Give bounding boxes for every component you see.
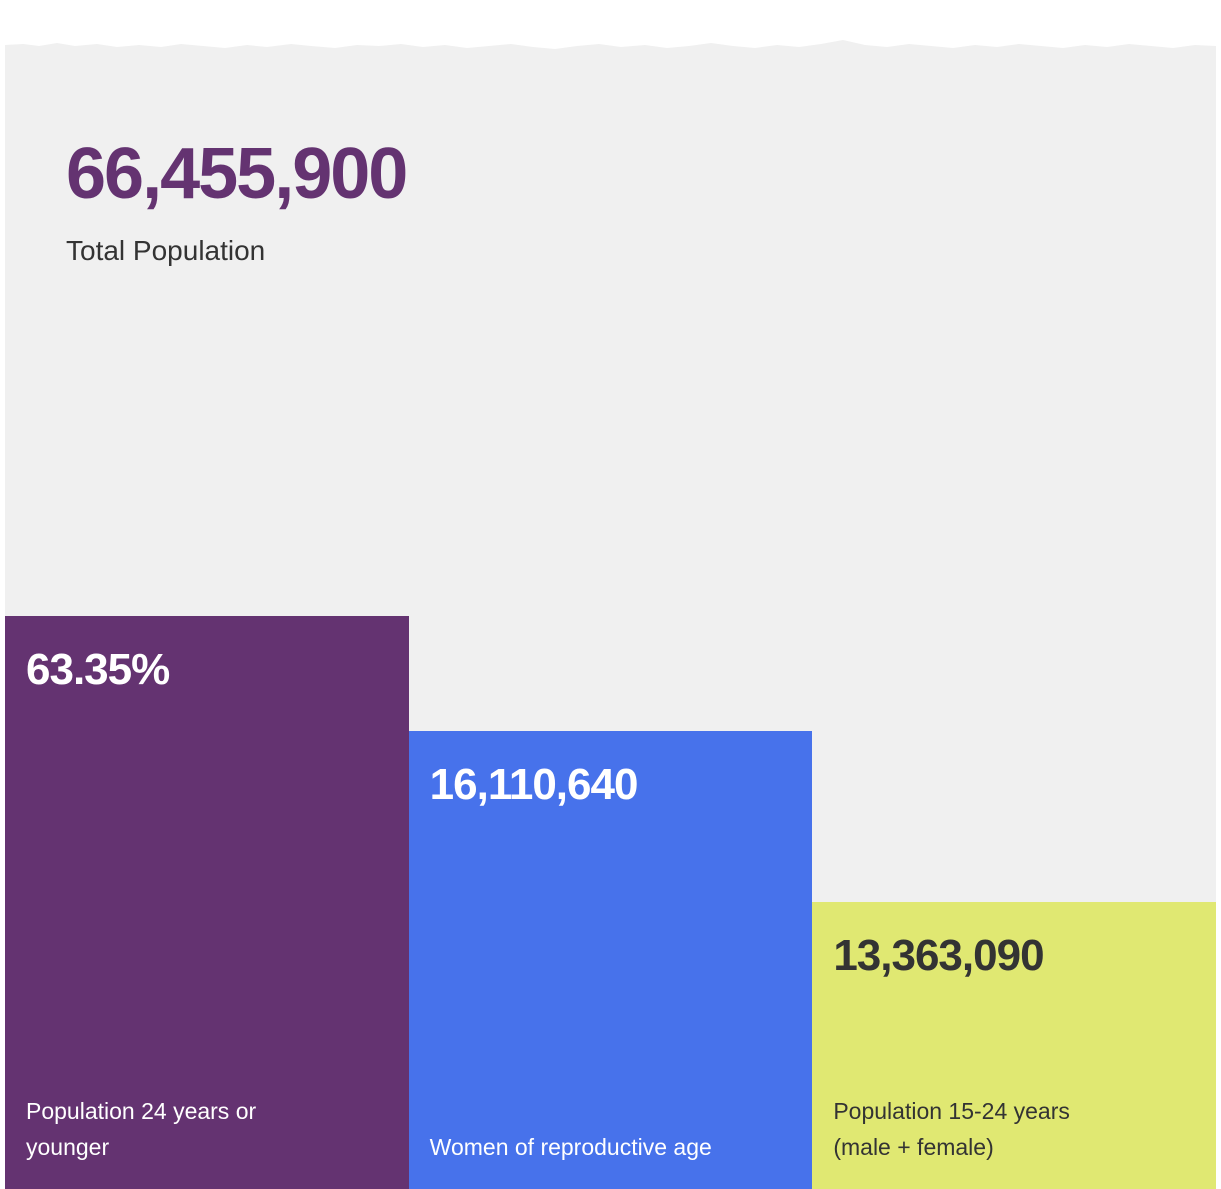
bar-women-reproductive-age: 16,110,640 Women of reproductive age	[408, 731, 813, 1189]
bar-label: Women of reproductive age	[429, 1134, 712, 1160]
bar-label: Population 15-24 years (male + female)	[833, 1098, 1070, 1160]
total-population-value: 66,455,900	[66, 134, 408, 214]
bar-young-population: 63.35% Population 24 years or younger	[5, 616, 409, 1189]
bar-blocks: 63.35% Population 24 years or younger 16…	[5, 0, 1216, 1189]
total-population-label: Total Population	[66, 235, 266, 266]
headline: 66,455,900 Total Population	[66, 134, 408, 267]
bar-youth-15-24: 13,363,090 Population 15-24 years (male …	[812, 902, 1216, 1189]
bar-value: 13,363,090	[833, 931, 1044, 980]
bar-label: Population 24 years or younger	[26, 1098, 257, 1160]
bar-value: 63.35%	[26, 645, 170, 694]
bar-value: 16,110,640	[429, 760, 639, 809]
